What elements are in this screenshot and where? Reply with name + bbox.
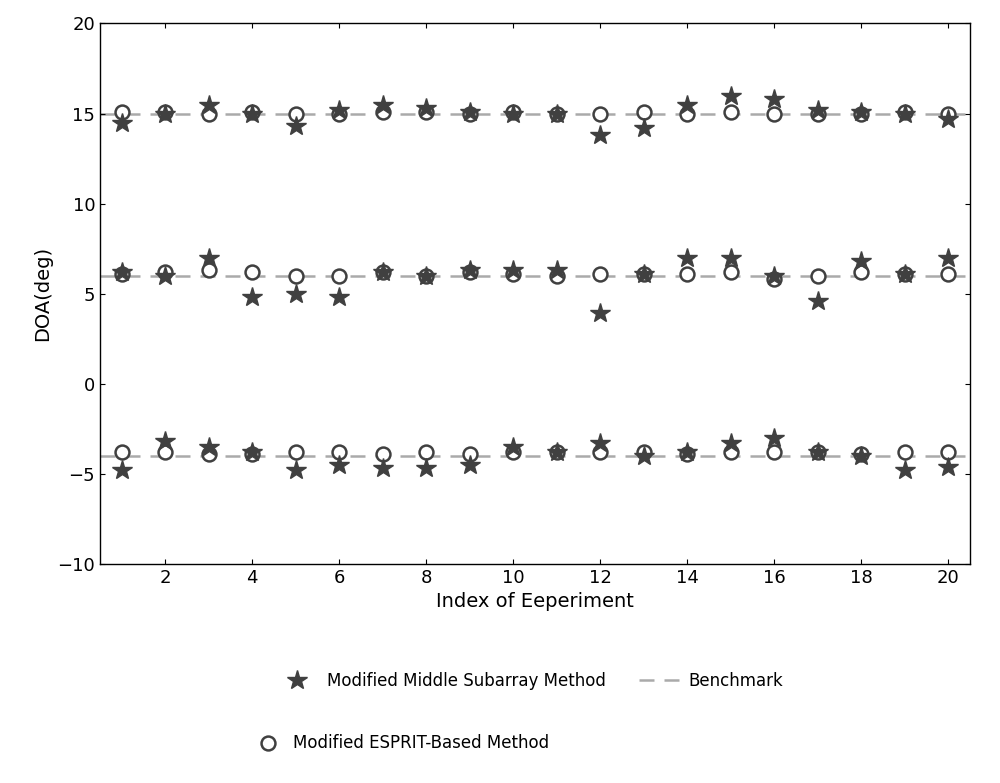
X-axis label: Index of Eeperiment: Index of Eeperiment xyxy=(436,592,634,612)
Legend: Modified ESPRIT-Based Method: Modified ESPRIT-Based Method xyxy=(244,727,556,759)
Y-axis label: DOA(deg): DOA(deg) xyxy=(33,246,52,341)
Legend: Modified Middle Subarray Method, Benchmark: Modified Middle Subarray Method, Benchma… xyxy=(270,665,790,696)
